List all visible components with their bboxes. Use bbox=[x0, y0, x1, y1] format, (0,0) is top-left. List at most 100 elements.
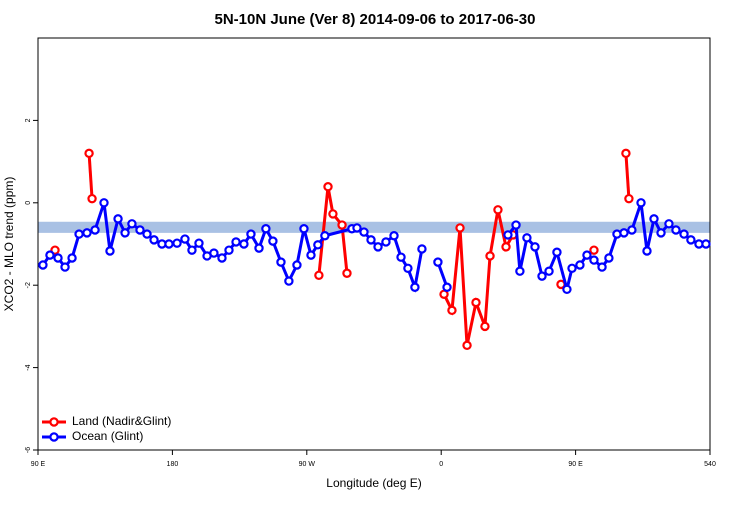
data-point bbox=[582, 250, 592, 260]
x-tick-label: 0 bbox=[439, 461, 443, 468]
data-point bbox=[314, 270, 324, 281]
data-point bbox=[515, 266, 525, 276]
data-point bbox=[567, 263, 577, 274]
data-point bbox=[74, 229, 84, 239]
data-point bbox=[299, 224, 309, 234]
x-tick-label: 90 E bbox=[568, 461, 583, 468]
data-point bbox=[113, 214, 123, 224]
data-point bbox=[359, 227, 369, 237]
data-point bbox=[562, 284, 572, 295]
data-point bbox=[105, 246, 115, 256]
legend-marker bbox=[49, 417, 59, 427]
data-point bbox=[485, 251, 495, 261]
series-line bbox=[442, 209, 515, 346]
data-point bbox=[544, 266, 554, 276]
data-point bbox=[455, 223, 465, 233]
data-point bbox=[90, 225, 100, 235]
data-point bbox=[575, 260, 585, 270]
data-point bbox=[671, 225, 681, 235]
data-point bbox=[589, 255, 599, 265]
series-line bbox=[87, 153, 94, 199]
legend-label: Land (Nadir&Glint) bbox=[72, 414, 171, 428]
reference-band bbox=[38, 221, 710, 233]
data-point bbox=[142, 229, 152, 239]
data-point bbox=[403, 263, 413, 274]
data-point bbox=[530, 242, 540, 252]
data-point bbox=[67, 253, 77, 263]
data-point bbox=[45, 250, 55, 260]
x-tick-label: 180 bbox=[167, 461, 179, 468]
y-axis-label: XCO2 - MLO trend (ppm) bbox=[2, 177, 16, 312]
data-point bbox=[187, 245, 197, 255]
y-tick-label: 2 bbox=[25, 118, 32, 122]
data-point bbox=[313, 240, 323, 250]
legend-marker bbox=[49, 432, 59, 442]
data-point bbox=[149, 235, 159, 245]
series-line bbox=[624, 153, 631, 199]
data-point bbox=[501, 242, 511, 252]
data-point bbox=[433, 257, 443, 267]
data-point bbox=[511, 220, 521, 230]
data-point bbox=[323, 182, 333, 192]
y-tick-label: -6 bbox=[25, 447, 32, 453]
x-tick-label: 90 W bbox=[299, 461, 316, 468]
y-tick-label: -4 bbox=[25, 364, 32, 370]
data-point bbox=[268, 236, 278, 246]
data-point bbox=[649, 214, 659, 224]
data-point bbox=[328, 209, 338, 219]
data-point bbox=[352, 223, 362, 233]
data-point bbox=[276, 257, 286, 267]
data-point bbox=[442, 282, 452, 292]
data-point bbox=[180, 234, 190, 244]
data-point bbox=[396, 252, 406, 262]
series-line bbox=[41, 202, 424, 293]
data-point bbox=[410, 282, 420, 292]
data-point bbox=[60, 262, 70, 272]
chart-title: 5N-10N June (Ver 8) 2014-09-06 to 2017-0… bbox=[214, 11, 535, 28]
data-point bbox=[621, 148, 631, 159]
data-point bbox=[417, 244, 427, 254]
data-point bbox=[624, 193, 634, 204]
y-tick-label: -2 bbox=[25, 282, 32, 288]
data-point bbox=[53, 253, 63, 263]
data-point bbox=[342, 268, 352, 278]
data-point bbox=[597, 262, 607, 272]
data-point bbox=[664, 219, 674, 229]
data-point bbox=[306, 250, 316, 260]
data-point bbox=[209, 248, 219, 258]
data-point bbox=[82, 228, 92, 238]
data-point bbox=[135, 225, 145, 235]
data-point bbox=[480, 321, 490, 332]
data-point bbox=[217, 253, 227, 263]
data-point bbox=[589, 245, 599, 255]
data-point bbox=[292, 260, 302, 270]
data-point bbox=[537, 271, 547, 281]
data-point bbox=[99, 198, 109, 208]
data-point bbox=[522, 233, 532, 243]
data-point bbox=[642, 246, 652, 256]
x-axis-label: Longitude (deg E) bbox=[326, 476, 421, 490]
data-point bbox=[389, 231, 399, 241]
data-point bbox=[656, 228, 666, 238]
data-point bbox=[604, 253, 614, 263]
data-point bbox=[164, 239, 174, 249]
data-point bbox=[239, 239, 249, 249]
x-tick-label: 90 E bbox=[31, 461, 46, 468]
data-point bbox=[261, 224, 271, 234]
data-point bbox=[254, 243, 264, 253]
data-point bbox=[127, 219, 137, 229]
data-point bbox=[373, 242, 383, 252]
data-point bbox=[38, 260, 48, 270]
data-point bbox=[87, 193, 97, 204]
data-point bbox=[320, 231, 330, 241]
data-point bbox=[552, 247, 562, 257]
data-point bbox=[471, 297, 481, 308]
data-point bbox=[337, 220, 347, 230]
legend: Land (Nadir&Glint)Ocean (Glint) bbox=[42, 414, 171, 443]
x-tick-label: 540 bbox=[704, 461, 716, 468]
data-point bbox=[366, 235, 376, 245]
y-tick-label: 0 bbox=[25, 201, 32, 205]
legend-label: Ocean (Glint) bbox=[72, 429, 143, 443]
data-point bbox=[679, 229, 689, 239]
data-point bbox=[619, 228, 629, 238]
